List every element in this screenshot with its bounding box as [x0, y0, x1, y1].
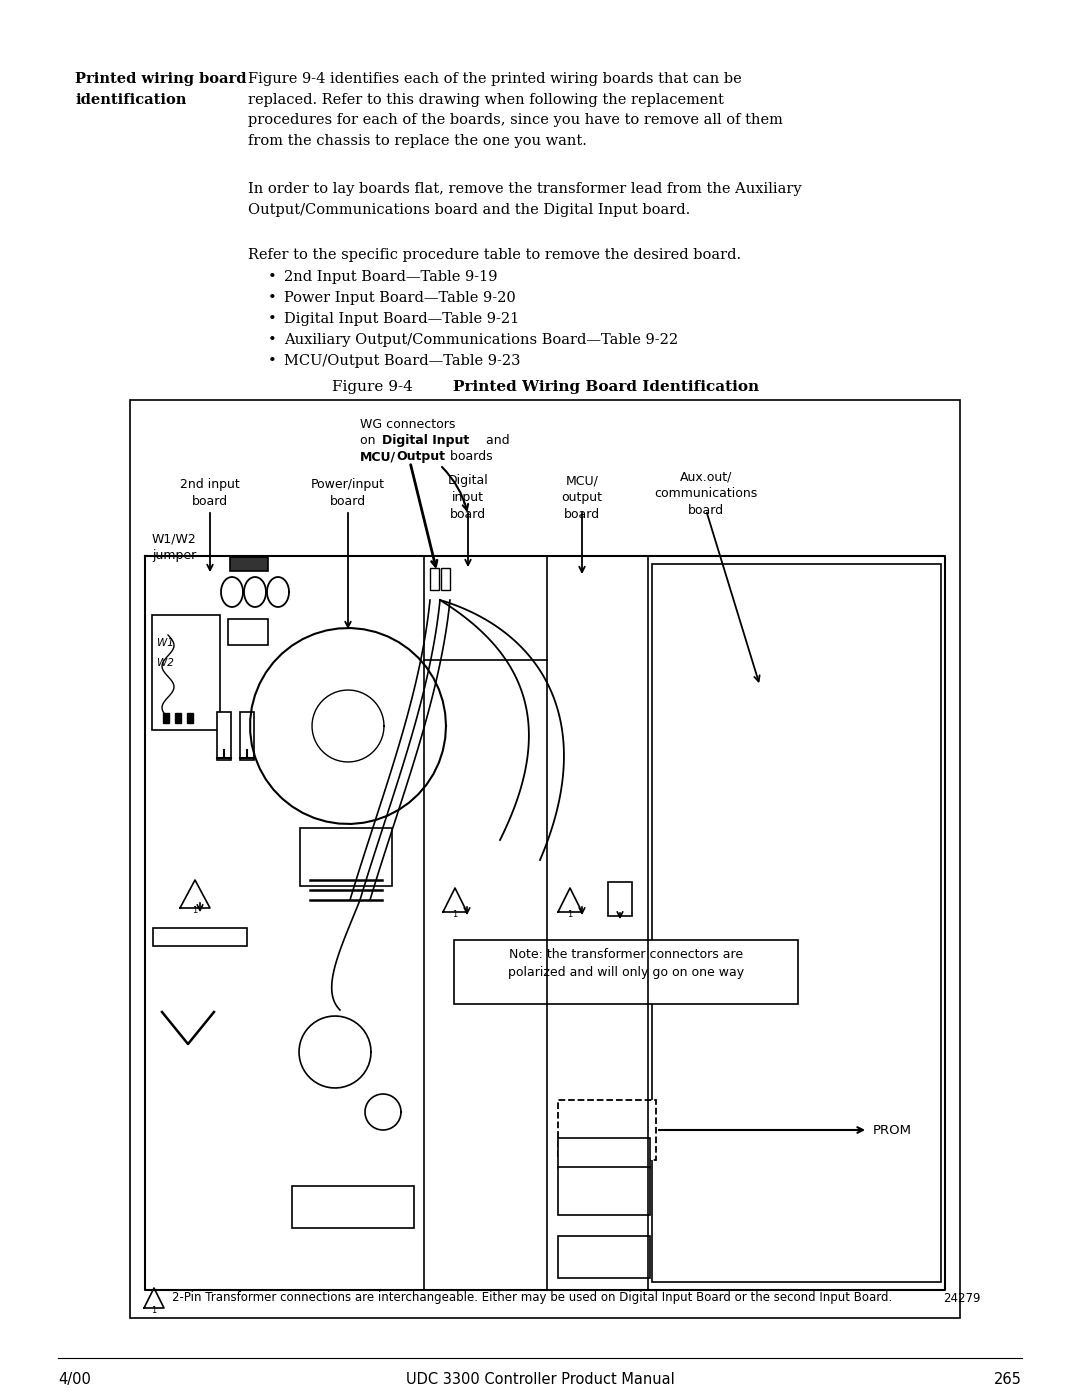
- Bar: [292, 1186, 414, 1228]
- Bar: [230, 557, 268, 571]
- Text: •: •: [268, 353, 276, 367]
- Bar: [608, 882, 632, 916]
- Text: Digital Input: Digital Input: [382, 434, 469, 447]
- Text: Aux.out/
communications
board: Aux.out/ communications board: [654, 469, 758, 517]
- Text: W2: W2: [157, 658, 174, 668]
- Bar: [130, 400, 960, 1317]
- Text: Output: Output: [396, 450, 445, 462]
- Text: Power Input Board—Table 9-20: Power Input Board—Table 9-20: [284, 291, 516, 305]
- Text: 1: 1: [151, 1306, 157, 1315]
- Bar: [217, 712, 231, 760]
- Text: PROM: PROM: [873, 1123, 912, 1137]
- Text: UDC 3300 Controller Product Manual: UDC 3300 Controller Product Manual: [406, 1372, 674, 1387]
- Text: Digital Input Board—Table 9-21: Digital Input Board—Table 9-21: [284, 312, 519, 326]
- Bar: [175, 712, 181, 724]
- Bar: [558, 1166, 650, 1215]
- Bar: [454, 940, 798, 1004]
- Text: WG connectors: WG connectors: [360, 418, 456, 432]
- Text: Note: the transformer connectors are
polarized and will only go on one way: Note: the transformer connectors are pol…: [508, 949, 744, 979]
- Text: Printed Wiring Board Identification: Printed Wiring Board Identification: [432, 380, 759, 394]
- Text: Digital
input
board: Digital input board: [447, 474, 488, 521]
- Text: •: •: [268, 312, 276, 326]
- Bar: [300, 828, 392, 886]
- Text: Power/input
board: Power/input board: [311, 478, 384, 509]
- Bar: [441, 569, 450, 590]
- Bar: [163, 712, 168, 724]
- Text: W1: W1: [157, 638, 174, 648]
- Bar: [152, 615, 220, 731]
- Bar: [228, 619, 268, 645]
- Text: Figure 9-4: Figure 9-4: [332, 380, 413, 394]
- Bar: [652, 564, 941, 1282]
- Text: 1: 1: [453, 909, 458, 919]
- Text: MCU/Output Board—Table 9-23: MCU/Output Board—Table 9-23: [284, 353, 521, 367]
- Text: In order to lay boards flat, remove the transformer lead from the Auxiliary
Outp: In order to lay boards flat, remove the …: [248, 182, 801, 217]
- Text: boards: boards: [446, 450, 492, 462]
- Text: •: •: [268, 332, 276, 346]
- Bar: [558, 1139, 650, 1168]
- Text: 2-Pin Transformer connections are interchangeable. Either may be used on Digital: 2-Pin Transformer connections are interc…: [172, 1291, 892, 1305]
- Text: 2nd input
board: 2nd input board: [180, 478, 240, 509]
- Text: Figure 9-4 identifies each of the printed wiring boards that can be
replaced. Re: Figure 9-4 identifies each of the printe…: [248, 73, 783, 148]
- Text: 1: 1: [192, 907, 198, 915]
- Text: Printed wiring board
identification: Printed wiring board identification: [75, 73, 246, 106]
- Bar: [240, 712, 254, 760]
- Bar: [558, 1236, 650, 1278]
- Text: 265: 265: [994, 1372, 1022, 1387]
- Bar: [187, 712, 193, 724]
- Text: 2nd Input Board—Table 9-19: 2nd Input Board—Table 9-19: [284, 270, 498, 284]
- Text: MCU/
output
board: MCU/ output board: [562, 474, 603, 521]
- Text: MCU/: MCU/: [360, 450, 396, 462]
- Text: on: on: [360, 434, 379, 447]
- Text: 24279: 24279: [943, 1291, 981, 1305]
- Bar: [153, 928, 247, 946]
- Bar: [430, 569, 438, 590]
- Bar: [558, 1099, 656, 1160]
- Text: Auxiliary Output/Communications Board—Table 9-22: Auxiliary Output/Communications Board—Ta…: [284, 332, 678, 346]
- Text: and: and: [482, 434, 510, 447]
- Text: •: •: [268, 291, 276, 305]
- Text: 4/00: 4/00: [58, 1372, 91, 1387]
- Text: •: •: [268, 270, 276, 284]
- Text: 1: 1: [567, 909, 572, 919]
- Text: W1/W2
jumper: W1/W2 jumper: [152, 532, 197, 562]
- Text: Refer to the specific procedure table to remove the desired board.: Refer to the specific procedure table to…: [248, 249, 741, 263]
